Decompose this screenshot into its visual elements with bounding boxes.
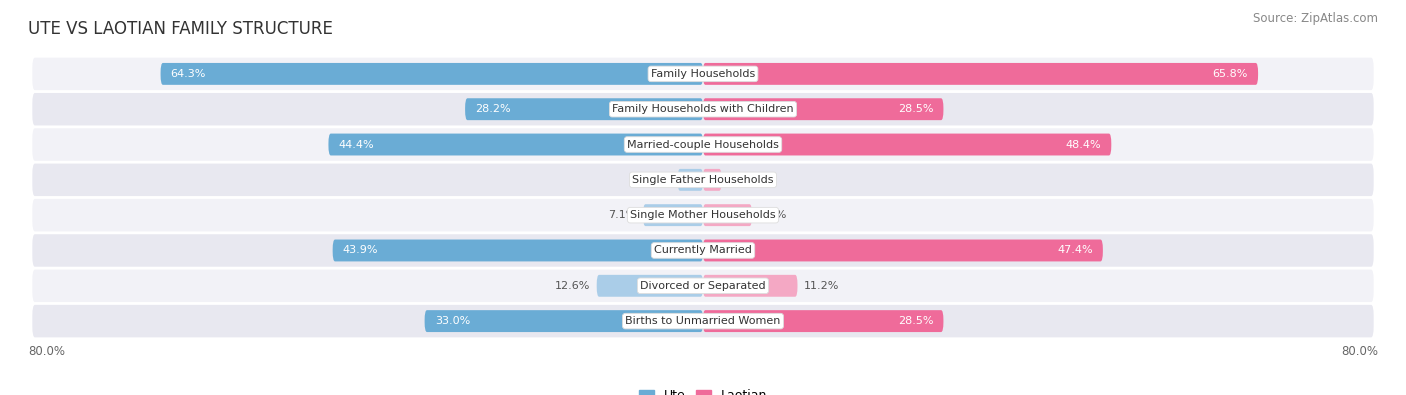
Text: Family Households: Family Households bbox=[651, 69, 755, 79]
FancyBboxPatch shape bbox=[32, 199, 1374, 231]
Legend: Ute, Laotian: Ute, Laotian bbox=[634, 384, 772, 395]
Text: 44.4%: 44.4% bbox=[339, 139, 374, 150]
FancyBboxPatch shape bbox=[32, 269, 1374, 302]
Text: UTE VS LAOTIAN FAMILY STRUCTURE: UTE VS LAOTIAN FAMILY STRUCTURE bbox=[28, 20, 333, 38]
Text: 33.0%: 33.0% bbox=[434, 316, 470, 326]
Text: 80.0%: 80.0% bbox=[1341, 345, 1378, 358]
Text: Currently Married: Currently Married bbox=[654, 245, 752, 256]
Text: 5.8%: 5.8% bbox=[759, 210, 787, 220]
Text: 28.5%: 28.5% bbox=[898, 316, 934, 326]
FancyBboxPatch shape bbox=[32, 58, 1374, 90]
Text: 65.8%: 65.8% bbox=[1212, 69, 1249, 79]
FancyBboxPatch shape bbox=[465, 98, 703, 120]
Text: Married-couple Households: Married-couple Households bbox=[627, 139, 779, 150]
FancyBboxPatch shape bbox=[32, 93, 1374, 126]
Text: Single Father Households: Single Father Households bbox=[633, 175, 773, 185]
FancyBboxPatch shape bbox=[32, 164, 1374, 196]
Text: Family Households with Children: Family Households with Children bbox=[612, 104, 794, 114]
Text: 2.2%: 2.2% bbox=[728, 175, 756, 185]
FancyBboxPatch shape bbox=[333, 239, 703, 261]
Text: Single Mother Households: Single Mother Households bbox=[630, 210, 776, 220]
FancyBboxPatch shape bbox=[703, 204, 752, 226]
FancyBboxPatch shape bbox=[160, 63, 703, 85]
FancyBboxPatch shape bbox=[678, 169, 703, 191]
FancyBboxPatch shape bbox=[329, 134, 703, 156]
FancyBboxPatch shape bbox=[703, 63, 1258, 85]
FancyBboxPatch shape bbox=[32, 305, 1374, 337]
FancyBboxPatch shape bbox=[703, 239, 1102, 261]
Text: 3.0%: 3.0% bbox=[643, 175, 671, 185]
Text: 47.4%: 47.4% bbox=[1057, 245, 1092, 256]
FancyBboxPatch shape bbox=[703, 98, 943, 120]
Text: 80.0%: 80.0% bbox=[28, 345, 65, 358]
Text: Source: ZipAtlas.com: Source: ZipAtlas.com bbox=[1253, 12, 1378, 25]
FancyBboxPatch shape bbox=[703, 134, 1111, 156]
FancyBboxPatch shape bbox=[425, 310, 703, 332]
Text: Births to Unmarried Women: Births to Unmarried Women bbox=[626, 316, 780, 326]
Text: 43.9%: 43.9% bbox=[343, 245, 378, 256]
Text: 12.6%: 12.6% bbox=[554, 281, 591, 291]
FancyBboxPatch shape bbox=[32, 234, 1374, 267]
Text: 7.1%: 7.1% bbox=[607, 210, 637, 220]
FancyBboxPatch shape bbox=[703, 169, 721, 191]
FancyBboxPatch shape bbox=[703, 275, 797, 297]
Text: Divorced or Separated: Divorced or Separated bbox=[640, 281, 766, 291]
Text: 48.4%: 48.4% bbox=[1066, 139, 1101, 150]
Text: 64.3%: 64.3% bbox=[170, 69, 207, 79]
FancyBboxPatch shape bbox=[703, 310, 943, 332]
FancyBboxPatch shape bbox=[596, 275, 703, 297]
FancyBboxPatch shape bbox=[643, 204, 703, 226]
Text: 11.2%: 11.2% bbox=[804, 281, 839, 291]
Text: 28.2%: 28.2% bbox=[475, 104, 510, 114]
FancyBboxPatch shape bbox=[32, 128, 1374, 161]
Text: 28.5%: 28.5% bbox=[898, 104, 934, 114]
